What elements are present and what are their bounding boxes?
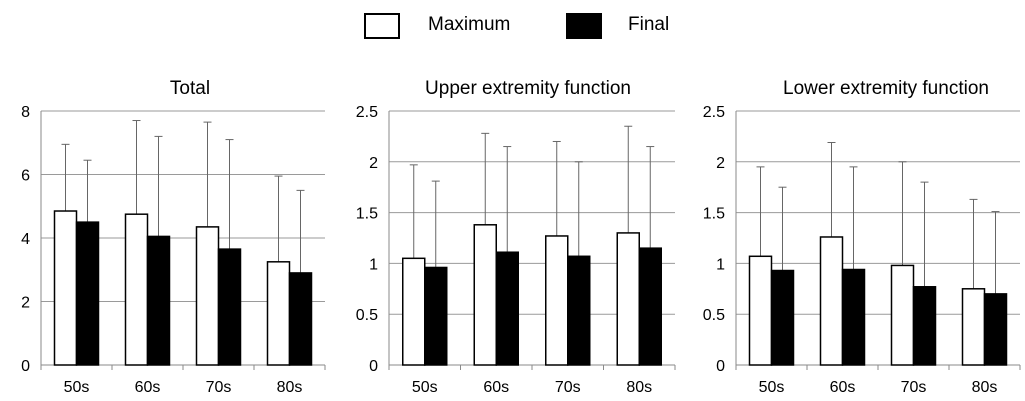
bar-final bbox=[288, 272, 313, 366]
x-tick-label: 50s bbox=[759, 379, 785, 396]
y-tick-label: 2 bbox=[369, 155, 378, 172]
chart-title: Upper extremity function bbox=[425, 78, 631, 99]
x-tick-label: 60s bbox=[483, 379, 509, 396]
legend-swatch-maximum bbox=[364, 13, 400, 39]
bar-maximum bbox=[402, 257, 426, 366]
bar-final bbox=[217, 248, 242, 366]
y-tick-label: 0.5 bbox=[703, 307, 725, 324]
bar-maximum bbox=[195, 226, 220, 366]
bar-maximum bbox=[473, 224, 497, 366]
x-tick-label: 70s bbox=[206, 379, 232, 396]
legend-label-maximum: Maximum bbox=[428, 14, 511, 35]
y-tick-label: 1 bbox=[369, 256, 378, 273]
bar-maximum bbox=[124, 213, 149, 366]
x-tick-label: 50s bbox=[64, 379, 90, 396]
bar-maximum bbox=[545, 235, 569, 366]
bar-maximum bbox=[53, 210, 78, 366]
bar-final bbox=[983, 293, 1008, 366]
x-tick-label: 60s bbox=[135, 379, 161, 396]
y-tick-label: 1.5 bbox=[356, 206, 378, 223]
y-tick-label: 2.5 bbox=[703, 104, 725, 121]
bar-maximum bbox=[819, 236, 844, 366]
bar-final bbox=[424, 266, 448, 366]
x-tick-label: 70s bbox=[901, 379, 927, 396]
bar-final bbox=[770, 269, 795, 366]
bar-maximum bbox=[748, 255, 773, 366]
y-tick-label: 2.5 bbox=[356, 104, 378, 121]
x-tick-label: 80s bbox=[972, 379, 998, 396]
y-tick-label: 6 bbox=[21, 168, 30, 185]
bar-final bbox=[638, 247, 662, 366]
chart-title: Total bbox=[170, 78, 210, 99]
bar-maximum bbox=[890, 264, 915, 366]
y-tick-label: 1 bbox=[716, 256, 725, 273]
chart-title: Lower extremity function bbox=[783, 78, 989, 99]
y-tick-label: 2 bbox=[21, 295, 30, 312]
y-tick-label: 4 bbox=[21, 231, 30, 248]
y-tick-label: 8 bbox=[21, 104, 30, 121]
bar-final bbox=[146, 235, 171, 366]
x-tick-label: 80s bbox=[626, 379, 652, 396]
y-tick-label: 0 bbox=[369, 358, 378, 375]
bar-maximum bbox=[266, 261, 291, 366]
legend-label-final: Final bbox=[628, 14, 670, 35]
bar-maximum bbox=[616, 232, 640, 366]
x-tick-label: 70s bbox=[555, 379, 581, 396]
x-tick-label: 60s bbox=[830, 379, 856, 396]
bar-final bbox=[912, 286, 937, 366]
x-tick-label: 50s bbox=[412, 379, 438, 396]
bar-final bbox=[841, 268, 866, 366]
bar-maximum bbox=[961, 288, 986, 366]
bar-final bbox=[567, 255, 591, 366]
bar-final bbox=[75, 221, 100, 366]
x-tick-label: 80s bbox=[277, 379, 303, 396]
y-tick-label: 0.5 bbox=[356, 307, 378, 324]
y-tick-label: 1.5 bbox=[703, 206, 725, 223]
y-tick-label: 0 bbox=[716, 358, 725, 375]
y-tick-label: 2 bbox=[716, 155, 725, 172]
legend-swatch-final bbox=[566, 13, 602, 39]
bar-final bbox=[495, 251, 519, 366]
y-tick-label: 0 bbox=[21, 358, 30, 375]
